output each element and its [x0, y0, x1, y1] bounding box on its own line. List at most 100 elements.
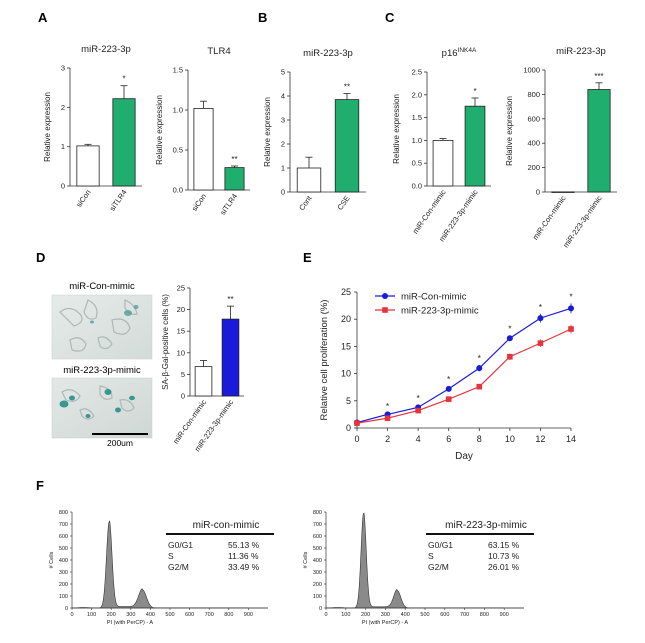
y-tick-label: 3 [281, 116, 285, 125]
x-tick-label: 200 [361, 612, 370, 618]
y-tick-label: 0.5 [412, 159, 422, 168]
y-tick-label: 10 [341, 369, 351, 379]
x-tick-label: 300 [126, 612, 135, 618]
bar [76, 145, 100, 187]
y-tick-label: 0.0 [173, 186, 183, 195]
phase-value: 63.15 % [488, 540, 520, 550]
significance-mark: * [473, 87, 476, 96]
bar [587, 89, 611, 193]
x-tick-label: 100 [87, 612, 96, 618]
y-tick-label: 4 [281, 92, 285, 101]
micrograph-top: miR-Con-mimic [51, 281, 153, 360]
x-axis-label: PI (with PerCP) - A [107, 620, 153, 626]
x-tick-label: 2 [385, 434, 390, 444]
x-tick-label: 0 [70, 612, 73, 618]
stain-spots-top [90, 305, 139, 324]
bar [551, 191, 575, 193]
x-tick-label: 6 [446, 434, 451, 444]
significance-mark: * [122, 75, 125, 84]
y-tick-label: 200 [59, 582, 68, 588]
y-tick-label: 0 [281, 188, 285, 197]
y-tick-label: 15 [177, 327, 185, 336]
significance-mark: ** [227, 295, 233, 304]
chart-title: miR-223-3p [81, 44, 131, 55]
y-tick-label: 0 [61, 182, 65, 191]
y-tick-label: 25 [177, 284, 185, 293]
bar [194, 366, 213, 397]
y-tick-label: 0.5 [173, 146, 183, 155]
y-tick-label: 0 [319, 606, 322, 612]
phase-value: 10.73 % [488, 551, 520, 561]
significance-mark: ** [231, 155, 237, 164]
micrograph-bottom-label: miR-223-3p-mimic [63, 365, 141, 376]
x-tick-label: 600 [185, 612, 194, 618]
x-tick-label: 400 [146, 612, 155, 618]
x-tick-label: 300 [381, 612, 390, 618]
y-tick-label: 2 [61, 103, 65, 112]
y-tick-label: 5 [181, 370, 185, 379]
y-tick-label: 1.5 [412, 113, 422, 122]
bar [334, 99, 360, 193]
y-tick-label: 100 [313, 594, 322, 600]
x-tick-label: 800 [480, 612, 489, 618]
significance-mark: * [386, 401, 390, 411]
scale-bar-label: 200um [107, 438, 133, 448]
x-tick-label: 900 [500, 612, 509, 618]
data-point [476, 383, 483, 390]
y-tick-label: 0 [65, 606, 68, 612]
panel-label-b: B [258, 10, 267, 25]
chart-c-p16: p16INK4A 0.0 0.5 1.0 1.5 2.0 2.5 Relative expre… [392, 47, 491, 243]
y-tick-label: 500 [313, 546, 322, 552]
x-tick-label: siTLR4 [108, 188, 129, 213]
bar [112, 98, 136, 187]
y-axis-label: # Cells [303, 551, 309, 568]
y-tick-label: 1 [61, 142, 65, 151]
y-axis-label: SA-β-Gal-positive cells (%) [161, 294, 170, 390]
panel-label-c: C [385, 10, 395, 25]
data-point [384, 415, 391, 422]
micrograph-top-label: miR-Con-mimic [69, 281, 135, 292]
phase-value: 33.49 % [228, 562, 260, 572]
phase-value: 11.36 % [228, 551, 259, 561]
bar [221, 318, 240, 397]
phase-label: S [428, 551, 434, 561]
significance-mark: * [416, 393, 420, 403]
legend-marker [382, 307, 388, 313]
y-tick-label: 0.0 [412, 182, 422, 191]
data-point [445, 396, 452, 402]
x-tick-label: 400 [401, 612, 410, 618]
y-tick-label: 600 [59, 534, 68, 540]
y-tick-label: 400 [313, 558, 322, 564]
y-tick-label: 800 [59, 510, 68, 516]
x-tick-label: 12 [535, 434, 545, 444]
y-tick-label: 2.5 [412, 68, 422, 77]
y-tick-label: 200 [313, 582, 322, 588]
x-tick-label: 100 [341, 612, 350, 618]
significance-mark: * [508, 324, 512, 334]
panel-label-f: F [36, 478, 44, 493]
phase-label: G0/G1 [168, 540, 193, 550]
data-point [354, 420, 360, 426]
phase-value: 55.13 % [228, 540, 260, 550]
y-tick-label: 20 [341, 314, 351, 324]
x-tick-label: 200 [107, 612, 116, 618]
x-tick-label: miR-Con-mimic [411, 188, 448, 236]
phase-label: G2/M [168, 562, 189, 572]
y-tick-label: 0 [536, 188, 540, 197]
data-point [507, 353, 513, 360]
chart-a-mir223: miR-223-3p 0 1 2 3 Relative expression siCon * s… [43, 44, 142, 213]
series-line [356, 328, 572, 424]
x-tick-label: 500 [165, 612, 174, 618]
legend-label: miR-223-3p-mimic [401, 306, 479, 317]
legend-title: miR-con-mimic [193, 520, 260, 531]
y-tick-label: 400 [527, 139, 540, 148]
y-tick-label: 800 [527, 90, 540, 99]
significance-mark: * [539, 302, 543, 312]
chart-title: TLR4 [207, 46, 230, 57]
x-tick-label: 0 [324, 612, 327, 618]
y-tick-label: 0 [181, 392, 185, 401]
y-axis-label: Relative expression [505, 96, 514, 166]
phase-label: G0/G1 [428, 540, 453, 550]
x-tick-label: 4 [416, 434, 421, 444]
